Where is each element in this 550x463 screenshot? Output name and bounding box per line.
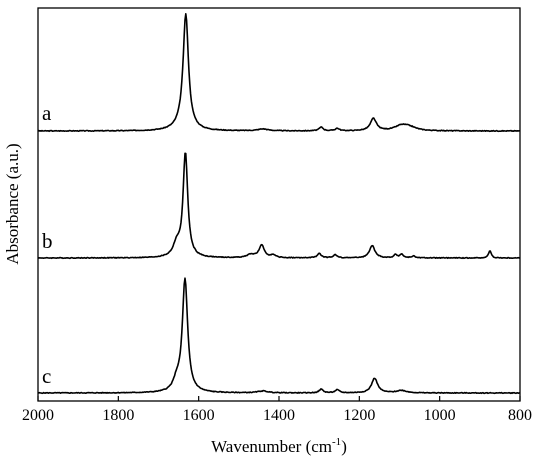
x-axis-ticks [37,396,521,401]
spectrum-line-c [37,277,520,395]
series-label-c: c [42,364,51,388]
x-tick-label: 800 [508,407,532,424]
x-tick-label: 1200 [343,407,375,424]
spectra-series [37,13,521,395]
series-labels: a b c [42,101,53,388]
spectrum-line-a [37,13,520,133]
spectrum-line-b [37,152,521,260]
x-tick-label: 1400 [263,407,295,424]
y-axis-label: Absorbance (a.u.) [3,143,22,264]
x-axis-tick-labels: 2000 1800 1600 1400 1200 1000 800 [22,407,532,424]
series-label-a: a [42,101,52,125]
x-axis-label: Wavenumber (cm-1) [211,436,347,456]
x-tick-label: 1600 [183,407,215,424]
series-label-b: b [42,229,53,253]
plot-frame [37,7,521,402]
x-tick-label: 1800 [102,407,134,424]
x-tick-label: 2000 [22,407,54,424]
x-tick-label: 1000 [424,407,456,424]
